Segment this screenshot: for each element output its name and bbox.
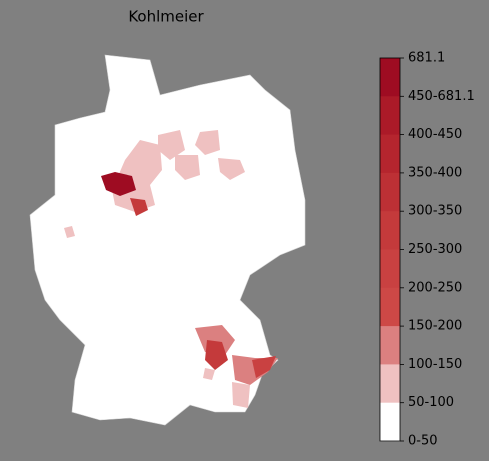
country-outline — [29, 54, 306, 426]
colorbar-segment — [380, 96, 400, 136]
colorbar-segment — [380, 249, 400, 289]
colorbar-label: 300-350 — [408, 204, 462, 219]
colorbar-segment — [380, 211, 400, 250]
region — [130, 198, 148, 216]
colorbar-segment — [380, 58, 400, 97]
colorbar-segment — [380, 402, 400, 442]
region — [175, 155, 200, 180]
region — [218, 158, 245, 180]
region — [203, 368, 215, 380]
colorbar-segment — [380, 172, 400, 212]
colorbar-label: 450-681.1 — [408, 89, 475, 104]
colorbar-segment — [380, 326, 400, 365]
region — [195, 325, 235, 355]
colorbar-label: 400-450 — [408, 127, 462, 142]
germany-map — [29, 54, 306, 426]
region — [64, 226, 75, 238]
colorbar-label: 681.1 — [408, 51, 445, 66]
colorbar-label: 250-300 — [408, 242, 462, 257]
colorbar-segment — [380, 134, 400, 174]
colorbar-label: 150-200 — [408, 319, 462, 334]
colorbar-label: 50-100 — [408, 395, 454, 410]
colorbar-segment — [380, 287, 400, 327]
colorbar: 681.1 450-681.1 400-450 350-400 300-350 250-3… — [379, 51, 475, 449]
region — [195, 130, 220, 155]
region — [205, 340, 228, 370]
region — [101, 172, 136, 196]
colorbar-label: 100-150 — [408, 357, 462, 372]
region — [158, 130, 185, 160]
colorbar-label: 200-250 — [408, 280, 462, 295]
region — [252, 356, 276, 378]
colorbar-segment — [380, 364, 400, 404]
region — [232, 382, 250, 408]
map-title: Kohlmeier — [128, 8, 204, 26]
colorbar-label: 0-50 — [408, 434, 438, 449]
colorbar-label: 350-400 — [408, 165, 462, 180]
